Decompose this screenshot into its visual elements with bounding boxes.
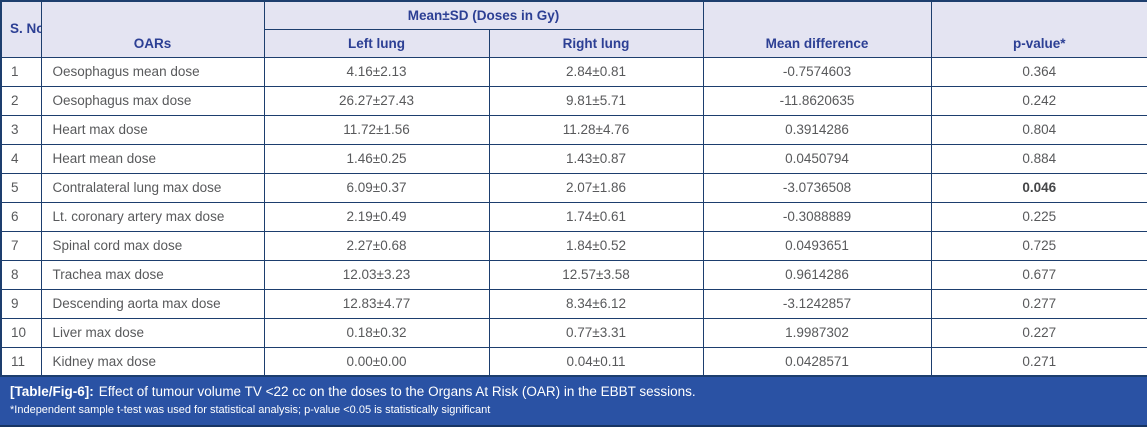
cell-right-lung: 9.81±5.71 — [488, 85, 704, 116]
cell-p-value-significant: 0.046 — [930, 172, 1147, 203]
cell-left-lung: 1.46±0.25 — [263, 143, 490, 174]
cell-p-value: 0.884 — [930, 143, 1147, 174]
cell-left-lung: 26.27±27.43 — [263, 85, 490, 116]
cell-oar: Kidney max dose — [40, 346, 265, 377]
cell-oar: Spinal cord max dose — [40, 230, 265, 261]
header-oars: OARs — [40, 0, 265, 58]
caption-label: [Table/Fig-6]: — [10, 384, 94, 399]
cell-p-value: 0.227 — [930, 317, 1147, 348]
cell-left-lung: 12.03±3.23 — [263, 259, 490, 290]
cell-oar: Oesophagus mean dose — [40, 56, 265, 87]
table-row: 2 Oesophagus max dose 26.27±27.43 9.81±5… — [0, 85, 1147, 116]
cell-s-no: 3 — [0, 114, 42, 145]
table-caption: [Table/Fig-6]: Effect of tumour volume TV… — [10, 383, 1137, 401]
cell-mean-difference: -3.1242857 — [702, 288, 932, 319]
table-row: 10 Liver max dose 0.18±0.32 0.77±3.31 1.… — [0, 317, 1147, 348]
cell-s-no: 2 — [0, 85, 42, 116]
cell-s-no: 4 — [0, 143, 42, 174]
cell-left-lung: 4.16±2.13 — [263, 56, 490, 87]
cell-left-lung: 6.09±0.37 — [263, 172, 490, 203]
header-p-value: p-value* — [930, 0, 1147, 58]
cell-mean-difference: 0.0493651 — [702, 230, 932, 261]
cell-mean-difference: 0.0428571 — [702, 346, 932, 377]
cell-oar: Heart mean dose — [40, 143, 265, 174]
cell-s-no: 11 — [0, 346, 42, 377]
table-row: 9 Descending aorta max dose 12.83±4.77 8… — [0, 288, 1147, 319]
cell-left-lung: 12.83±4.77 — [263, 288, 490, 319]
cell-oar: Heart max dose — [40, 114, 265, 145]
cell-s-no: 8 — [0, 259, 42, 290]
table-row: 4 Heart mean dose 1.46±0.25 1.43±0.87 0.… — [0, 143, 1147, 174]
cell-right-lung: 0.77±3.31 — [488, 317, 704, 348]
cell-mean-difference: 0.0450794 — [702, 143, 932, 174]
cell-right-lung: 8.34±6.12 — [488, 288, 704, 319]
table-row: 7 Spinal cord max dose 2.27±0.68 1.84±0.… — [0, 230, 1147, 261]
table-row: 11 Kidney max dose 0.00±0.00 0.04±0.11 0… — [0, 346, 1147, 377]
cell-oar: Lt. coronary artery max dose — [40, 201, 265, 232]
footnote: *Independent sample t-test was used for … — [10, 403, 491, 416]
cell-mean-difference: 1.9987302 — [702, 317, 932, 348]
cell-oar: Descending aorta max dose — [40, 288, 265, 319]
header-left-lung: Left lung — [263, 28, 490, 58]
table-row: 1 Oesophagus mean dose 4.16±2.13 2.84±0.… — [0, 56, 1147, 87]
header-right-lung: Right lung — [488, 28, 704, 58]
cell-right-lung: 11.28±4.76 — [488, 114, 704, 145]
cell-left-lung: 2.27±0.68 — [263, 230, 490, 261]
cell-p-value: 0.725 — [930, 230, 1147, 261]
table-row: 8 Trachea max dose 12.03±3.23 12.57±3.58… — [0, 259, 1147, 290]
oar-dose-table: S. No. OARs Mean±SD (Doses in Gy) Mean d… — [0, 0, 1147, 377]
cell-left-lung: 11.72±1.56 — [263, 114, 490, 145]
cell-left-lung: 2.19±0.49 — [263, 201, 490, 232]
header-row-group: S. No. OARs Mean±SD (Doses in Gy) Mean d… — [0, 0, 1147, 58]
table-row: 6 Lt. coronary artery max dose 2.19±0.49… — [0, 201, 1147, 232]
table-caption-band: [Table/Fig-6]: Effect of tumour volume TV… — [0, 377, 1147, 427]
cell-p-value: 0.271 — [930, 346, 1147, 377]
cell-s-no: 1 — [0, 56, 42, 87]
cell-mean-difference: 0.9614286 — [702, 259, 932, 290]
cell-p-value: 0.677 — [930, 259, 1147, 290]
cell-mean-difference: 0.3914286 — [702, 114, 932, 145]
header-mean-sd-group: Mean±SD (Doses in Gy) — [263, 0, 704, 30]
cell-mean-difference: -3.0736508 — [702, 172, 932, 203]
cell-s-no: 10 — [0, 317, 42, 348]
cell-right-lung: 1.84±0.52 — [488, 230, 704, 261]
table-row: 3 Heart max dose 11.72±1.56 11.28±4.76 0… — [0, 114, 1147, 145]
header-mean-difference: Mean difference — [702, 0, 932, 58]
header-s-no: S. No. — [0, 0, 42, 58]
caption-text: Effect of tumour volume TV <22 cc on the… — [98, 384, 696, 399]
cell-right-lung: 1.74±0.61 — [488, 201, 704, 232]
cell-oar: Trachea max dose — [40, 259, 265, 290]
header-row-sub: Left lung Right lung — [1, 28, 1147, 58]
cell-p-value: 0.242 — [930, 85, 1147, 116]
cell-oar: Liver max dose — [40, 317, 265, 348]
cell-p-value: 0.364 — [930, 56, 1147, 87]
cell-p-value: 0.277 — [930, 288, 1147, 319]
cell-mean-difference: -0.7574603 — [702, 56, 932, 87]
cell-oar: Oesophagus max dose — [40, 85, 265, 116]
cell-mean-difference: -11.8620635 — [702, 85, 932, 116]
cell-p-value: 0.804 — [930, 114, 1147, 145]
cell-oar: Contralateral lung max dose — [40, 172, 265, 203]
cell-s-no: 5 — [0, 172, 42, 203]
cell-mean-difference: -0.3088889 — [702, 201, 932, 232]
cell-right-lung: 12.57±3.58 — [488, 259, 704, 290]
cell-p-value: 0.225 — [930, 201, 1147, 232]
cell-right-lung: 1.43±0.87 — [488, 143, 704, 174]
cell-right-lung: 2.07±1.86 — [488, 172, 704, 203]
cell-right-lung: 2.84±0.81 — [488, 56, 704, 87]
cell-s-no: 9 — [0, 288, 42, 319]
cell-s-no: 7 — [0, 230, 42, 261]
cell-left-lung: 0.18±0.32 — [263, 317, 490, 348]
cell-s-no: 6 — [0, 201, 42, 232]
cell-left-lung: 0.00±0.00 — [263, 346, 490, 377]
cell-right-lung: 0.04±0.11 — [488, 346, 704, 377]
table-row: 5 Contralateral lung max dose 6.09±0.37 … — [0, 172, 1147, 203]
